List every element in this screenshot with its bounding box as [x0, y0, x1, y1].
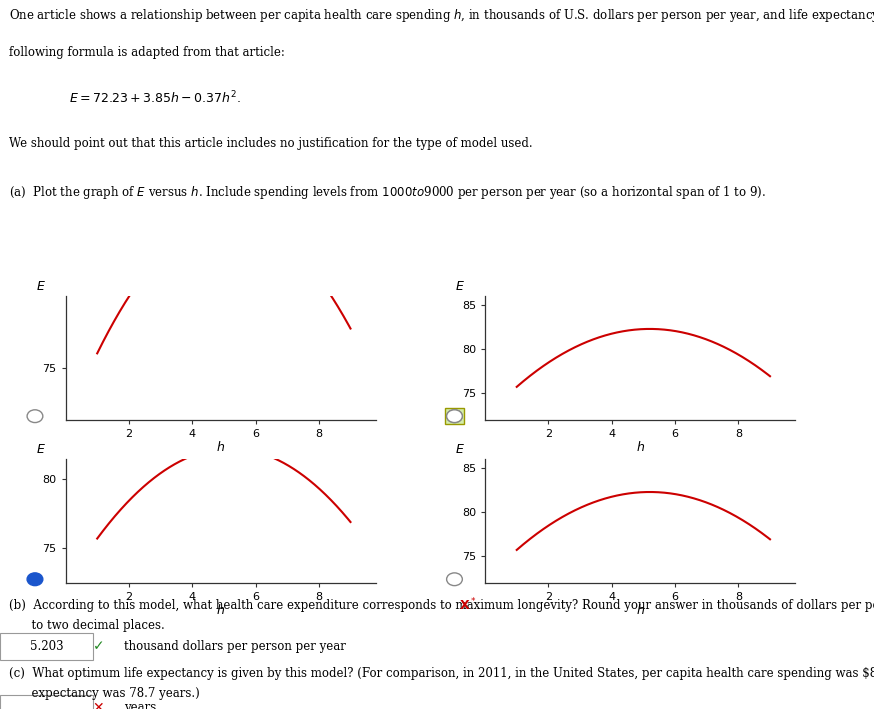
- Text: expectancy was 78.7 years.): expectancy was 78.7 years.): [9, 687, 199, 700]
- Text: years: years: [124, 701, 156, 709]
- Text: (b)  According to this model, what health care expenditure corresponds to maximu: (b) According to this model, what health…: [9, 599, 874, 612]
- X-axis label: $h$: $h$: [216, 603, 225, 618]
- Text: following formula is adapted from that article:: following formula is adapted from that a…: [9, 46, 285, 59]
- Text: 5.203: 5.203: [30, 640, 63, 653]
- X-axis label: $h$: $h$: [635, 603, 645, 618]
- Text: (c)  What optimum life expectancy is given by this model? (For comparison, in 20: (c) What optimum life expectancy is give…: [9, 667, 874, 680]
- X-axis label: $h$: $h$: [216, 440, 225, 454]
- Text: One article shows a relationship between per capita health care spending $h$, in: One article shows a relationship between…: [9, 7, 874, 24]
- FancyBboxPatch shape: [0, 633, 93, 659]
- Y-axis label: $E$: $E$: [36, 443, 45, 457]
- Text: $E = 72.23 + 3.85h - 0.37h^2.$: $E = 72.23 + 3.85h - 0.37h^2.$: [69, 90, 240, 106]
- Text: We should point out that this article includes no justification for the type of : We should point out that this article in…: [9, 137, 532, 150]
- Text: to two decimal places.: to two decimal places.: [9, 619, 164, 632]
- Y-axis label: $E$: $E$: [455, 280, 465, 294]
- FancyBboxPatch shape: [0, 695, 93, 709]
- Y-axis label: $E$: $E$: [455, 443, 465, 457]
- X-axis label: $h$: $h$: [635, 440, 645, 454]
- Text: (a)  Plot the graph of $E$ versus $h$. Include spending levels from $1000 to $90: (a) Plot the graph of $E$ versus $h$. In…: [9, 184, 766, 201]
- Text: $\mathbf{X}^*$: $\mathbf{X}^*$: [459, 597, 476, 613]
- Text: ✓: ✓: [93, 640, 104, 654]
- Text: ✕: ✕: [93, 701, 104, 709]
- Text: thousand dollars per person per year: thousand dollars per person per year: [124, 640, 346, 653]
- Y-axis label: $E$: $E$: [36, 280, 45, 294]
